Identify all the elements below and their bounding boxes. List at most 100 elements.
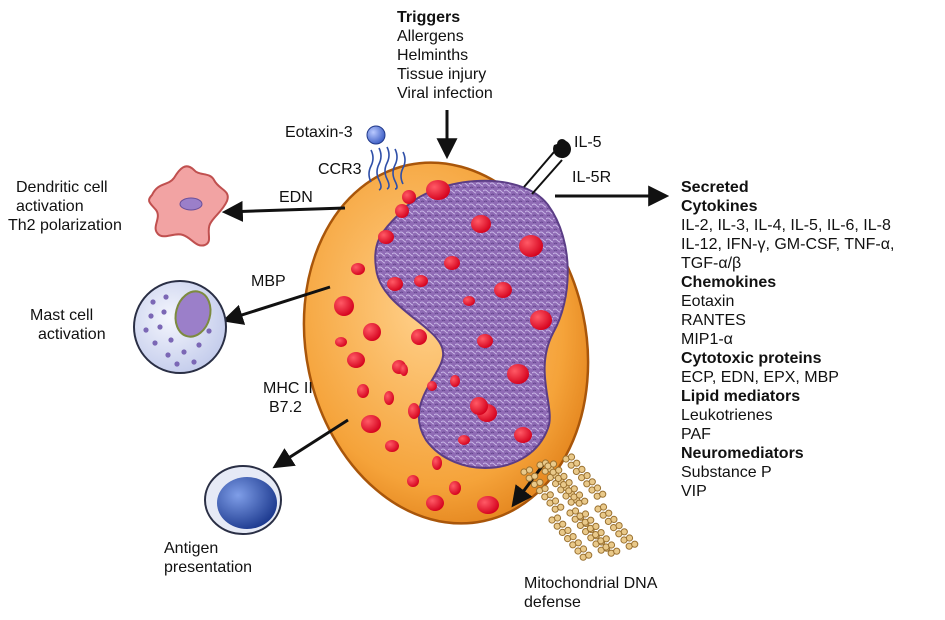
edn-label: EDN bbox=[279, 189, 313, 206]
mbp-arrow bbox=[221, 285, 331, 325]
dna-bead bbox=[565, 479, 573, 487]
eosinophil-cell bbox=[302, 161, 590, 525]
dendritic-outcome: Dendritic cell activation Th2 polarizati… bbox=[8, 178, 122, 235]
mhc-line: B7.2 bbox=[269, 399, 302, 416]
dna-bead bbox=[592, 522, 600, 531]
group-title: Chemokines bbox=[681, 274, 777, 291]
outcome-line: activation bbox=[38, 326, 106, 343]
dna-bead bbox=[567, 453, 576, 461]
dna-bead bbox=[605, 509, 613, 517]
dna-bead bbox=[573, 459, 581, 467]
il-5r-label: IL-5R bbox=[572, 169, 612, 186]
mito-arrow bbox=[511, 464, 545, 508]
outcome-line: defense bbox=[524, 594, 581, 611]
group-line: Leukotrienes bbox=[681, 407, 773, 424]
mhc-line: MHC II bbox=[263, 380, 313, 397]
mhc-label: MHC II B7.2 bbox=[263, 379, 313, 417]
nucleus bbox=[374, 179, 569, 469]
il-5-label: IL-5 bbox=[574, 134, 602, 151]
mitochondrial-dna bbox=[520, 453, 639, 561]
group-line: VIP bbox=[681, 483, 707, 500]
dna-bead bbox=[570, 485, 578, 493]
ccr3-label: CCR3 bbox=[318, 161, 362, 178]
dna-bead bbox=[610, 515, 618, 524]
dna-bead bbox=[541, 485, 549, 493]
mast-cell bbox=[133, 280, 227, 374]
dna-bead bbox=[575, 491, 584, 499]
nucleus-granules bbox=[395, 180, 552, 445]
eotaxin-3-ligand bbox=[366, 125, 386, 145]
mito-outcome: Mitochondrial DNA defense bbox=[524, 574, 657, 612]
dna-bead bbox=[525, 466, 534, 474]
outcome-line: Mast cell bbox=[30, 307, 94, 324]
antigen-outcome: Antigen presentation bbox=[164, 539, 252, 577]
dna-bead bbox=[587, 516, 595, 524]
group-title: Neuromediators bbox=[681, 445, 804, 462]
dna-bead bbox=[615, 522, 623, 530]
mbp-label: MBP bbox=[251, 273, 286, 290]
dna-bead bbox=[579, 545, 588, 553]
dna-bead bbox=[581, 510, 590, 518]
dna-bead bbox=[597, 529, 605, 537]
dna-bead bbox=[546, 491, 554, 499]
dna-bead bbox=[564, 526, 572, 535]
group-line: RANTES bbox=[681, 312, 746, 329]
mast-outcome: Mast cell activation bbox=[30, 306, 106, 344]
dna-bead bbox=[585, 551, 593, 559]
dna-bead bbox=[599, 503, 608, 511]
trigger-item: Viral infection bbox=[397, 85, 493, 102]
dendritic-cell bbox=[148, 165, 229, 247]
dna-bead bbox=[555, 466, 563, 474]
outcome-line: Antigen bbox=[164, 540, 219, 557]
dna-bead bbox=[583, 472, 591, 480]
cytoplasm-granules bbox=[334, 190, 499, 514]
dna-bead bbox=[536, 478, 544, 486]
dna-bead bbox=[549, 460, 558, 468]
group-line: ECP, EDN, EPX, MBP bbox=[681, 369, 839, 386]
group-line: IL-12, IFN-γ, GM-CSF, TNF-α, bbox=[681, 236, 895, 253]
mhc-arrow bbox=[272, 418, 349, 469]
trigger-item: Helminths bbox=[397, 47, 469, 64]
group-line: Eotaxin bbox=[681, 293, 735, 310]
outcome-line: activation bbox=[16, 198, 84, 215]
triggers-heading: Triggers bbox=[397, 9, 461, 26]
dna-bead bbox=[553, 514, 562, 522]
outcome-line: Mitochondrial DNA bbox=[524, 575, 658, 592]
dna-bead bbox=[559, 520, 567, 528]
eotaxin-3-label: Eotaxin-3 bbox=[285, 124, 353, 141]
trigger-item: Allergens bbox=[397, 28, 464, 45]
dna-bead bbox=[625, 534, 634, 542]
dna-bead bbox=[620, 528, 628, 536]
group-line: Substance P bbox=[681, 464, 772, 481]
il-5-ligand bbox=[557, 139, 567, 149]
dna-bead bbox=[569, 533, 577, 541]
group-line: TGF-α/β bbox=[681, 255, 742, 272]
outcome-line: Dendritic cell bbox=[16, 179, 108, 196]
dna-bead bbox=[551, 497, 560, 505]
dna-bead bbox=[631, 540, 639, 548]
group-line: MIP1-α bbox=[681, 331, 733, 348]
arrows bbox=[221, 110, 670, 508]
dna-bead bbox=[613, 547, 621, 555]
il5-receptor bbox=[523, 139, 572, 195]
outcome-line: presentation bbox=[164, 559, 253, 576]
dna-bead bbox=[581, 497, 589, 505]
group-title: Cytokines bbox=[681, 198, 758, 215]
trigger-item: Tissue injury bbox=[397, 66, 487, 83]
outcome-line: Th2 polarization bbox=[8, 217, 122, 234]
ccr3-receptor bbox=[368, 146, 406, 191]
dna-bead bbox=[560, 472, 568, 480]
dna-bead bbox=[578, 465, 586, 473]
antigen-presenting-cell bbox=[204, 465, 282, 535]
dna-bead bbox=[531, 472, 539, 480]
mast-cell-granules bbox=[143, 294, 212, 367]
dna-bead bbox=[588, 478, 596, 486]
dna-bead bbox=[602, 535, 610, 543]
dna-bead bbox=[607, 541, 616, 549]
edn-arrow bbox=[221, 200, 346, 222]
dna-bead bbox=[557, 503, 565, 511]
dna-bead bbox=[593, 484, 602, 492]
dna-bead bbox=[571, 507, 580, 515]
secreted-heading: Secreted bbox=[681, 179, 749, 196]
